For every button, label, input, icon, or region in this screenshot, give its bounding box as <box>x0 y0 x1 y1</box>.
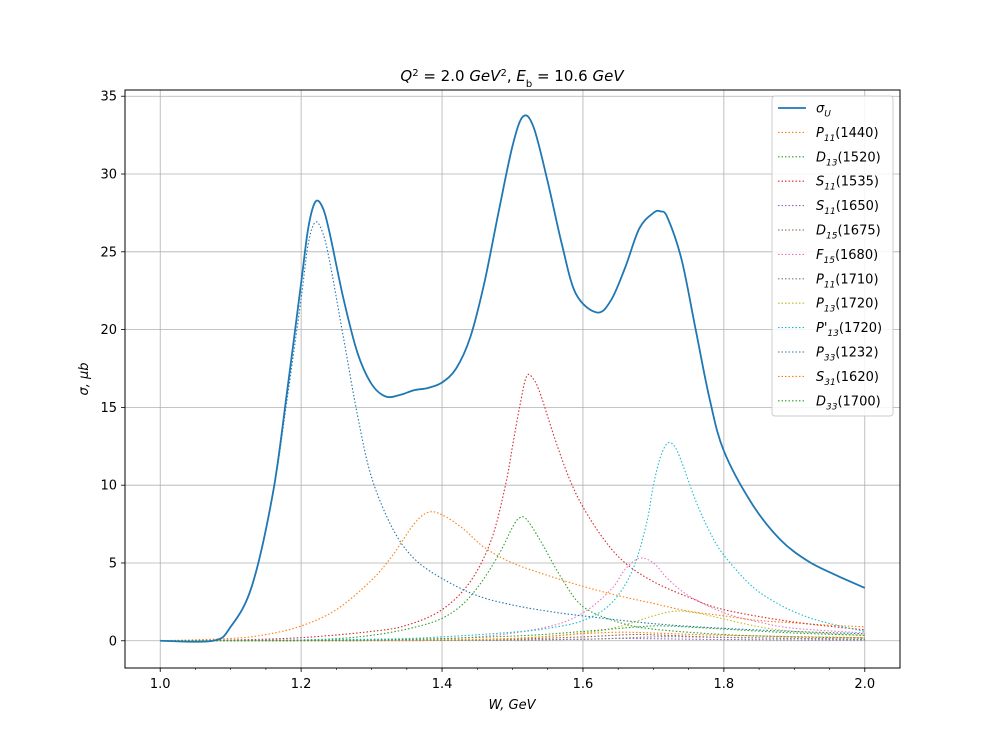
legend-label: S31(1620) <box>816 370 879 388</box>
legend-item: D15(1675) <box>778 224 881 242</box>
legend-item: P11(1710) <box>778 272 879 290</box>
legend-label: P13(1720) <box>816 297 879 315</box>
series-line--u <box>160 114 866 643</box>
legend-item: P13(1720) <box>778 297 879 315</box>
x-tick-label: 1.4 <box>432 677 453 692</box>
series-group <box>160 114 866 643</box>
legend-label: S11(1650) <box>816 199 879 217</box>
legend: σU P11(1440) D13(1520) S11(1535) S11(1650) D1… <box>771 95 894 417</box>
x-tick-label: 2.0 <box>854 677 875 692</box>
y-tick-label: 35 <box>100 90 117 105</box>
legend-label: D33(1700) <box>816 394 881 412</box>
x-tick-label: 1.8 <box>714 677 735 692</box>
legend-item: P33(1232) <box>778 346 879 364</box>
legend-label: P'13(1720) <box>816 321 882 339</box>
legend-item: D33(1700) <box>778 394 881 412</box>
legend-item: P'13(1720) <box>778 321 882 339</box>
legend-label: D13(1520) <box>816 150 881 168</box>
legend-item: σU <box>778 102 831 120</box>
y-axis-label: σ, μb <box>77 362 92 395</box>
series-line-d13-1520- <box>160 516 865 642</box>
x-tick-label: 1.0 <box>150 677 171 692</box>
legend-item: S11(1535) <box>778 175 879 193</box>
legend-box <box>771 95 894 417</box>
legend-label: P11(1710) <box>816 272 879 290</box>
x-tick-label: 1.2 <box>291 677 312 692</box>
legend-item: F15(1680) <box>778 248 878 266</box>
legend-item: S11(1650) <box>778 199 879 217</box>
legend-item: S31(1620) <box>778 370 879 388</box>
plot-area <box>125 90 900 668</box>
y-tick-label: 20 <box>100 323 117 338</box>
series-line-s31-1620- <box>160 631 865 642</box>
legend-label: D15(1675) <box>816 224 881 242</box>
x-axis-label: W, GeV <box>488 698 536 713</box>
ticks: 1.0 1.2 1.4 1.6 1.8 2.0 0 5 10 15 20 25 30 35 <box>100 90 875 692</box>
y-tick-label: 30 <box>100 168 117 183</box>
y-tick-label: 25 <box>100 245 117 260</box>
chart-title: Q2 = 2.0 GeV2, Eb = 10.6 GeV <box>400 67 625 90</box>
legend-label: σU <box>816 102 831 120</box>
legend-item: D13(1520) <box>778 150 881 168</box>
y-tick-label: 10 <box>100 479 117 494</box>
y-tick-label: 15 <box>100 401 117 416</box>
y-tick-label: 0 <box>109 634 117 649</box>
legend-label: F15(1680) <box>816 248 878 266</box>
y-tick-label: 5 <box>109 556 117 571</box>
series-line-p11-1440- <box>160 511 865 642</box>
series-line-d33-1700- <box>160 625 865 642</box>
legend-item: P11(1440) <box>778 126 879 144</box>
legend-label: P11(1440) <box>816 126 879 144</box>
series-line-p-13-1720- <box>160 441 865 642</box>
legend-label: P33(1232) <box>816 346 879 364</box>
x-tick-label: 1.6 <box>573 677 594 692</box>
grid <box>125 90 900 668</box>
legend-label: S11(1535) <box>816 175 879 193</box>
